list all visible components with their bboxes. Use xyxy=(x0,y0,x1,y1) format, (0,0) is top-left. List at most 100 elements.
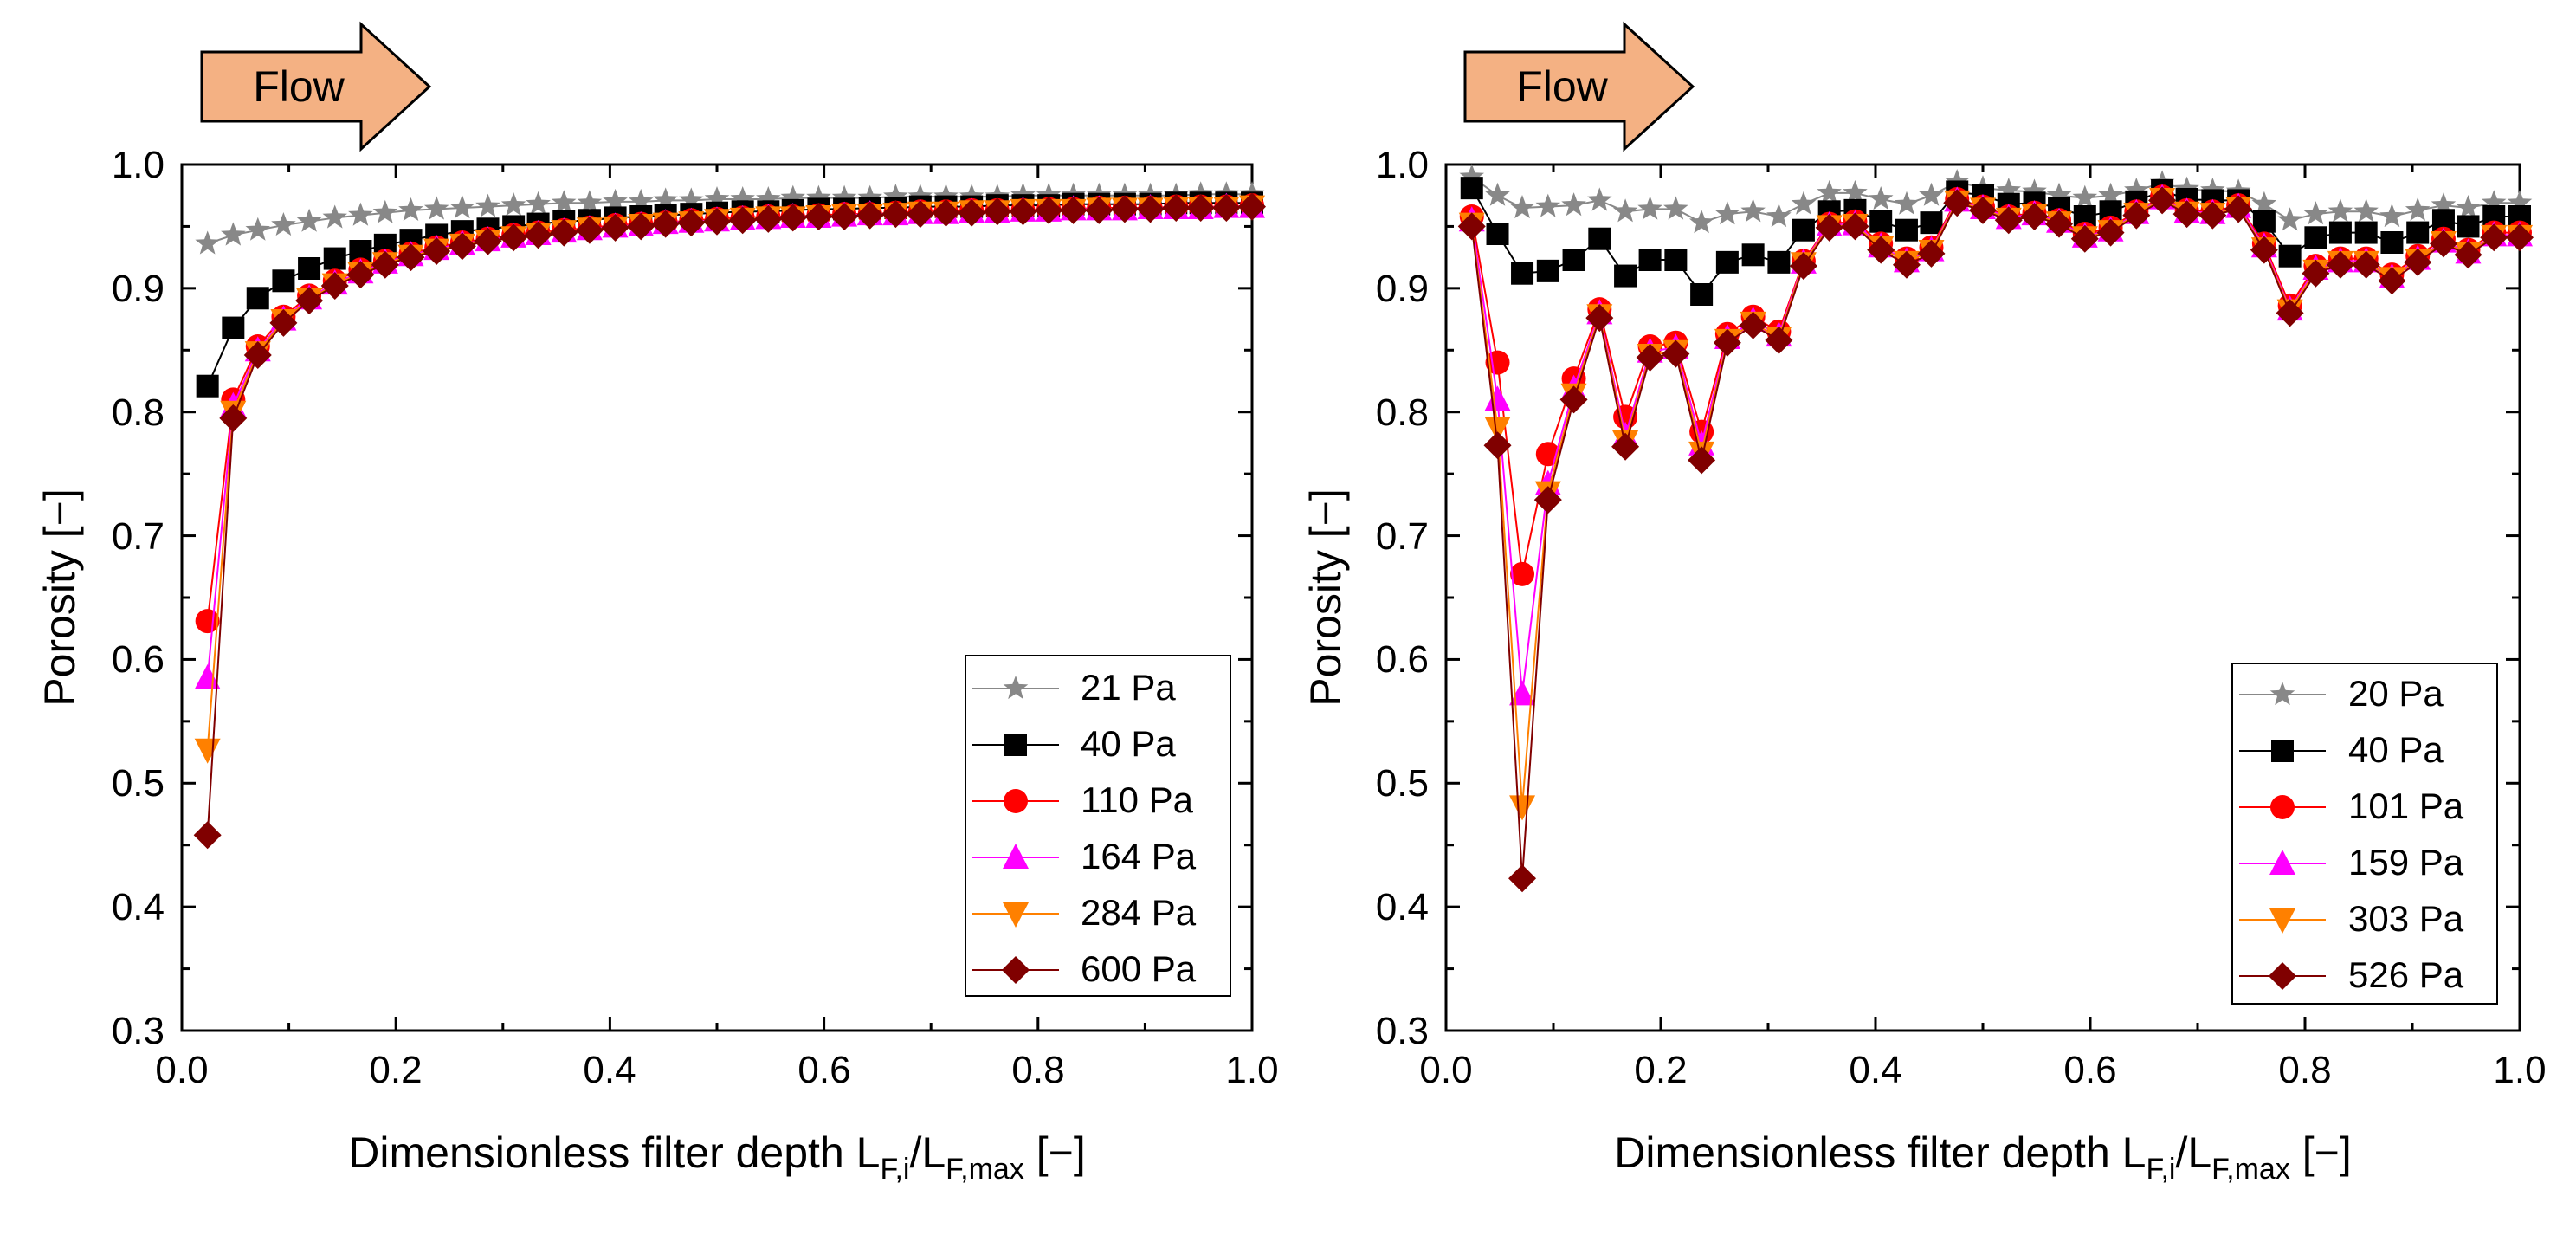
x-tick-label: 0.2 xyxy=(1634,1049,1687,1091)
data-point xyxy=(246,287,269,310)
data-point xyxy=(2251,191,2277,215)
data-point xyxy=(423,237,451,265)
data-point xyxy=(2022,178,2047,203)
data-point xyxy=(194,738,221,764)
data-point xyxy=(1484,385,1511,411)
data-point xyxy=(371,250,399,279)
data-point xyxy=(1483,431,1512,460)
x-axis-title-sub2: F,max xyxy=(2211,1153,2290,1186)
legend-label: 284 Pa xyxy=(1081,892,1197,933)
data-point xyxy=(2507,190,2533,214)
legend-marker xyxy=(2269,682,2295,706)
y-tick-label: 0.7 xyxy=(1376,515,1429,558)
data-point xyxy=(2096,218,2125,247)
data-point xyxy=(1740,198,1766,223)
data-point xyxy=(883,184,908,208)
data-point xyxy=(2380,231,2404,254)
data-point xyxy=(2454,241,2482,269)
data-point xyxy=(804,203,833,230)
data-point xyxy=(780,184,805,209)
axis-ticks-right xyxy=(1444,163,2521,1032)
data-point xyxy=(754,204,783,233)
legend-marker xyxy=(2270,795,2295,819)
data-point xyxy=(423,196,449,220)
data-point xyxy=(958,198,986,227)
data-point xyxy=(295,287,324,315)
legend-label: 526 Pa xyxy=(2348,954,2464,995)
data-point xyxy=(1690,283,1714,306)
data-point xyxy=(1612,198,1638,223)
legend-label: 21 Pa xyxy=(1081,667,1176,708)
data-point xyxy=(2252,210,2276,233)
data-point xyxy=(1614,264,1637,288)
y-tick-label: 1.0 xyxy=(112,144,165,186)
data-point xyxy=(269,308,298,337)
data-point xyxy=(1994,206,2023,235)
series-526-pa xyxy=(1457,186,2534,893)
data-point xyxy=(2378,267,2406,295)
y-tick-label: 0.3 xyxy=(1376,1010,1429,1052)
data-point xyxy=(1637,196,1662,220)
y-tick-label: 0.8 xyxy=(1376,391,1429,434)
data-point xyxy=(1841,212,1869,241)
data-point xyxy=(1486,223,1509,245)
x-tick-label: 0.8 xyxy=(2278,1049,2331,1091)
x-tick-label: 0.6 xyxy=(797,1049,850,1091)
data-point xyxy=(2480,223,2508,252)
data-point xyxy=(219,404,248,432)
y-axis-title: Porosity [−] xyxy=(1301,488,1350,707)
data-point xyxy=(2482,190,2507,214)
legend-marker xyxy=(2269,962,2296,990)
data-point xyxy=(906,200,934,229)
data-point xyxy=(500,192,526,217)
legend-box xyxy=(2231,663,2498,1005)
legend-label: 110 Pa xyxy=(1081,779,1194,820)
data-point xyxy=(1869,210,1893,233)
data-point xyxy=(2250,236,2278,264)
data-point xyxy=(1766,204,1792,228)
data-point xyxy=(222,316,245,339)
data-point xyxy=(1535,193,1561,217)
data-point xyxy=(1662,339,1690,368)
data-point xyxy=(2302,259,2330,288)
x-axis-title-unit: [−] xyxy=(1024,1128,1086,1177)
data-point xyxy=(296,208,322,232)
legend-marker xyxy=(2271,740,2294,762)
data-point xyxy=(552,190,577,214)
y-tick-label: 0.4 xyxy=(112,886,165,928)
data-point xyxy=(603,188,628,212)
data-point xyxy=(1509,195,1535,219)
data-point xyxy=(2303,201,2328,225)
x-axis-title-sub1: F,i xyxy=(2146,1153,2175,1186)
data-point xyxy=(2431,192,2457,217)
data-point xyxy=(2353,198,2379,223)
data-point xyxy=(881,200,910,229)
data-point xyxy=(1587,187,1612,211)
legend-label: 40 Pa xyxy=(1081,723,1176,764)
data-point xyxy=(1868,186,1894,210)
data-point xyxy=(2098,182,2123,206)
x-tick-label: 0.4 xyxy=(1849,1049,1901,1091)
data-point xyxy=(2429,230,2457,258)
x-axis-title-slash: /L xyxy=(2175,1128,2211,1177)
x-axis-title-sub2: F,max xyxy=(946,1153,1024,1186)
data-point xyxy=(1585,304,1614,333)
data-point xyxy=(1212,194,1241,222)
data-point xyxy=(1457,212,1486,241)
x-axis-title-main: Dimensionless filter depth L xyxy=(1614,1128,2146,1177)
data-point xyxy=(1562,249,1585,271)
data-point xyxy=(1688,210,1714,234)
data-point xyxy=(1894,191,1920,215)
data-point xyxy=(348,202,373,226)
x-tick-labels-left: 0.0 0.2 0.4 0.6 0.8 1.0 xyxy=(155,1049,1278,1091)
data-point xyxy=(1663,196,1688,220)
data-point xyxy=(728,206,757,235)
data-point xyxy=(2198,201,2227,230)
data-point xyxy=(1714,201,1740,225)
data-point xyxy=(1791,191,1817,215)
data-point xyxy=(2278,244,2302,268)
data-point xyxy=(196,374,219,398)
data-point xyxy=(1460,177,1483,200)
data-point xyxy=(1895,218,1918,242)
data-point xyxy=(2328,221,2352,244)
